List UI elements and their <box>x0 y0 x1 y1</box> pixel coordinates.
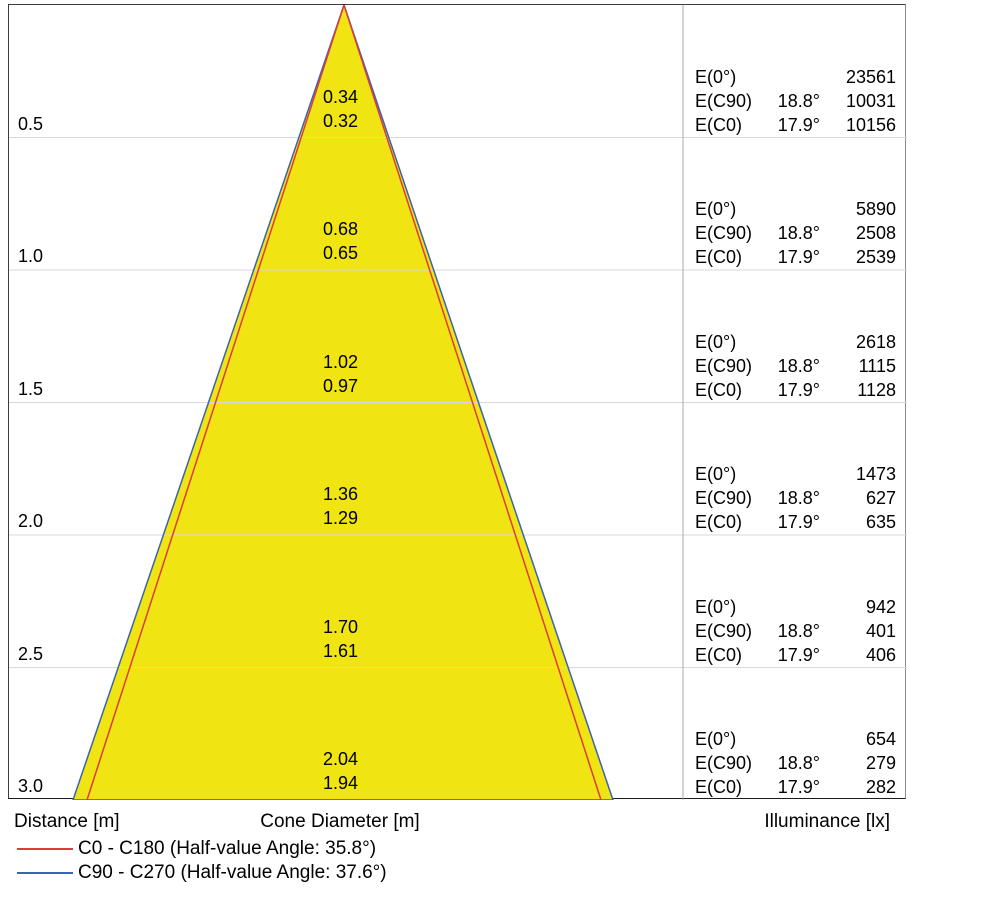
ec90-value: 279 <box>865 753 896 773</box>
illuminance-row: E(0°) 23561 E(C90) 18.8° 10031 E(C0) 17.… <box>695 65 896 137</box>
ec90-value: 2508 <box>855 223 896 243</box>
c0-half-angle: 17.9° <box>777 644 820 665</box>
cone-diameter-c90: 0.68 <box>323 219 359 239</box>
ec0-label: E(C0) <box>695 247 743 267</box>
cone-diameter-c0: 0.97 <box>323 375 359 396</box>
c90-half-angle: 18.8° <box>777 488 820 508</box>
e0-label: E(0°) <box>695 66 737 87</box>
cone-diameter-c90: 0.34 <box>323 86 359 107</box>
e0-label: E(0°) <box>695 199 737 219</box>
ec90-value: 627 <box>865 488 896 508</box>
cone-diameter-c90: 2.04 <box>323 749 359 769</box>
ec90-label: E(C90) <box>695 488 753 508</box>
ec0-value: 635 <box>865 512 896 532</box>
ec0-value: 2539 <box>855 247 896 267</box>
e0-label: E(0°) <box>695 464 737 484</box>
cone-diameter-values: 0.68 0.65 <box>323 217 358 265</box>
c0-half-angle: 17.9° <box>777 114 820 135</box>
cone-diameter-c90: 1.70 <box>323 616 359 637</box>
ec90-label: E(C90) <box>695 223 753 243</box>
illuminance-row: E(0°) 654 E(C90) 18.8° 279 E(C0) 17.9° 2… <box>695 727 896 799</box>
c0-c180-beam-outline <box>86 5 602 800</box>
ec0-label: E(C0) <box>695 512 743 532</box>
e0-label: E(0°) <box>695 331 737 352</box>
e0-value: 654 <box>865 729 896 749</box>
ec90-label: E(C90) <box>695 620 753 641</box>
ec0-value: 1128 <box>857 379 896 400</box>
cone-diameter-axis-label: Cone Diameter [m] <box>260 811 420 832</box>
legend-label: C0 - C180 (Half-value Angle: 35.8°) <box>78 838 377 859</box>
distance-label: 2.0 <box>18 511 44 531</box>
e0-label: E(0°) <box>695 596 737 617</box>
cone-chart-area: 0.5 1.0 1.5 2.0 2.5 3.0 0.34 0.32 0.68 0… <box>8 4 907 800</box>
e0-value: 2618 <box>855 331 896 352</box>
cone-diameter-c0: 0.32 <box>323 110 359 131</box>
ec0-label: E(C0) <box>695 644 743 665</box>
ec0-label: E(C0) <box>695 777 743 797</box>
e0-value: 5890 <box>855 199 896 219</box>
e0-value: 23561 <box>845 66 896 87</box>
c90-half-angle: 18.8° <box>777 223 820 243</box>
c90-half-angle: 18.8° <box>777 620 820 641</box>
ec90-label: E(C90) <box>695 753 753 773</box>
distance-label: 0.5 <box>18 113 44 134</box>
distance-label: 1.0 <box>18 246 44 266</box>
legend-entry-c90-c270: C90 - C270 (Half-value Angle: 37.6°) <box>17 861 387 885</box>
legend-label: C90 - C270 (Half-value Angle: 37.6°) <box>78 862 387 883</box>
illuminance-row: E(0°) 1473 E(C90) 18.8° 627 E(C0) 17.9° … <box>695 462 896 534</box>
e0-value: 1473 <box>855 464 896 484</box>
ec0-label: E(C0) <box>695 379 743 400</box>
cone-diameter-values: 1.36 1.29 <box>323 482 358 530</box>
c90-c270-beam-outline <box>72 5 614 800</box>
distance-axis-label: Distance [m] <box>14 811 120 832</box>
ec0-value: 10156 <box>845 114 896 135</box>
cone-diameter-values: 1.02 0.97 <box>323 350 358 398</box>
c0-half-angle: 17.9° <box>777 247 820 267</box>
legend-entry-c0-c180: C0 - C180 (Half-value Angle: 35.8°) <box>17 837 376 861</box>
cone-diameter-c90: 1.02 <box>323 351 359 372</box>
ec90-label: E(C90) <box>695 355 753 376</box>
cone-diameter-c0: 0.65 <box>323 243 359 263</box>
cone-diameter-c90: 1.36 <box>323 484 359 504</box>
cone-diameter-c0: 1.61 <box>323 640 359 661</box>
light-cone-graphic <box>9 5 907 800</box>
c0-half-angle: 17.9° <box>777 777 820 797</box>
distance-label: 1.5 <box>18 378 44 399</box>
e0-value: 942 <box>865 596 896 617</box>
ec90-value: 401 <box>865 620 896 641</box>
e0-label: E(0°) <box>695 729 737 749</box>
distance-label: 2.5 <box>18 643 44 664</box>
cone-diameter-c0: 1.29 <box>323 508 359 528</box>
ec0-value: 406 <box>865 644 896 665</box>
c90-half-angle: 18.8° <box>777 753 820 773</box>
ec0-label: E(C0) <box>695 114 743 135</box>
illuminance-row: E(0°) 5890 E(C90) 18.8° 2508 E(C0) 17.9°… <box>695 197 896 269</box>
c0-half-angle: 17.9° <box>777 379 820 400</box>
cone-diameter-values: 0.34 0.32 <box>323 85 358 133</box>
cone-diameter-values: 2.04 1.94 <box>323 747 358 795</box>
c90-half-angle: 18.8° <box>777 90 820 111</box>
c0-half-angle: 17.9° <box>777 512 820 532</box>
ec90-value: 1115 <box>858 355 896 376</box>
ec90-label: E(C90) <box>695 90 753 111</box>
c90-half-angle: 18.8° <box>777 355 820 376</box>
illuminance-row: E(0°) 2618 E(C90) 18.8° 1115 E(C0) 17.9°… <box>695 330 896 402</box>
illuminance-axis-label: Illuminance [lx] <box>764 811 890 832</box>
ec0-value: 282 <box>865 777 896 797</box>
cone-diameter-values: 1.70 1.61 <box>323 615 358 663</box>
cone-diameter-c0: 1.94 <box>323 773 359 793</box>
distance-label: 3.0 <box>18 776 44 796</box>
c90-line-swatch <box>17 872 73 874</box>
c0-line-swatch <box>17 848 73 850</box>
illuminance-row: E(0°) 942 E(C90) 18.8° 401 E(C0) 17.9° 4… <box>695 595 896 667</box>
ec90-value: 10031 <box>845 90 896 111</box>
